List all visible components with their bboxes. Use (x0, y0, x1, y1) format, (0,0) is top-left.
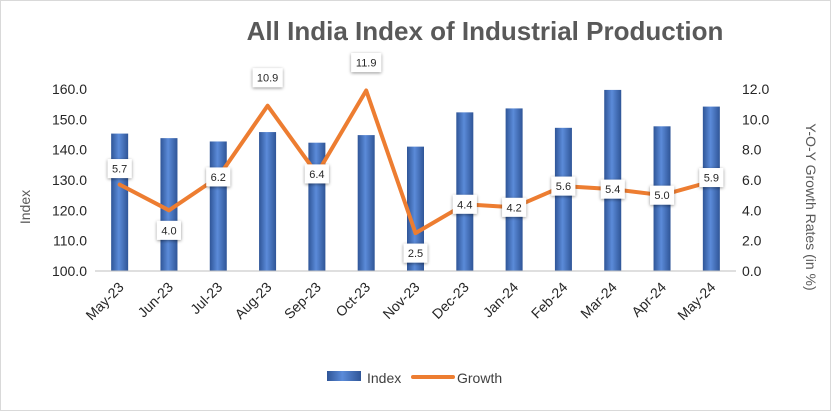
y2-tick-label: 4.0 (742, 202, 762, 218)
data-label-box (206, 167, 231, 187)
x-axis-labels: May-23 Jun-23 Jul-23 Aug-23 Sep-23 Oct-23 Nov-… (82, 279, 718, 323)
legend-index-label: Index (367, 370, 401, 386)
growth-data-label: 5.6 (556, 181, 571, 193)
right-axis-ticks: 0.0 2.0 4.0 6.0 8.0 10.0 12.0 (742, 81, 769, 279)
x-tick-label: Sep-23 (281, 279, 324, 322)
y-tick-label: 110.0 (53, 233, 87, 249)
index-bar (702, 106, 720, 272)
growth-data-label: 10.9 (257, 73, 278, 85)
index-bar (554, 127, 572, 272)
data-label-box (452, 194, 477, 214)
y-tick-label: 130.0 (52, 172, 87, 188)
index-bar (407, 146, 424, 271)
data-label-box (699, 168, 724, 188)
growth-data-label: 4.4 (457, 199, 472, 211)
y-tick-label: 120.0 (52, 202, 87, 218)
growth-data-label: 5.0 (654, 190, 669, 202)
x-tick-label: Oct-23 (332, 279, 373, 320)
y2-tick-label: 6.0 (742, 172, 762, 188)
y-axis-title: Index (17, 190, 33, 224)
x-tick-label: Jul-23 (187, 279, 225, 317)
y-tick-label: 160.0 (52, 81, 87, 97)
x-tick-label: Dec-23 (429, 279, 472, 322)
index-bar (456, 112, 474, 272)
x-tick-label: Feb-24 (528, 279, 571, 322)
y2-tick-label: 0.0 (742, 263, 762, 279)
index-bar (357, 135, 375, 271)
growth-data-label: 4.0 (161, 225, 176, 237)
data-label-box (600, 179, 625, 199)
x-tick-label: Aug-23 (231, 279, 274, 322)
index-bar (209, 141, 227, 271)
growth-data-label: 5.9 (704, 173, 719, 185)
y2-axis-title: Y-O-Y Growth Rates (in %) (803, 123, 819, 290)
x-tick-label: Nov-23 (379, 279, 422, 322)
data-label-box (403, 243, 428, 263)
y2-tick-label: 8.0 (742, 142, 762, 158)
x-tick-label: Apr-24 (628, 279, 669, 320)
data-label-box (551, 176, 576, 196)
index-bar (259, 132, 277, 271)
chart-title: All India Index of Industrial Production (247, 16, 724, 46)
y-tick-label: 100.0 (52, 263, 87, 279)
legend-growth-label: Growth (457, 370, 502, 386)
legend: Index Growth (327, 370, 502, 386)
data-label-box (252, 68, 283, 88)
y-tick-label: 150.0 (52, 111, 87, 127)
growth-data-label: 5.7 (112, 164, 127, 176)
growth-data-label: 4.2 (506, 202, 521, 214)
x-tick-label: Jun-23 (134, 279, 176, 321)
x-tick-label: Mar-24 (577, 279, 620, 322)
data-label-box (107, 159, 132, 179)
data-label-box (304, 164, 329, 184)
growth-data-label: 6.4 (309, 169, 324, 181)
index-bar (505, 108, 523, 271)
index-bar (111, 133, 129, 271)
x-tick-label: May-24 (674, 279, 718, 323)
y2-tick-label: 12.0 (742, 81, 769, 97)
left-axis-ticks: 100.0 110.0 120.0 130.0 140.0 150.0 160.0 (52, 81, 87, 279)
growth-data-label: 2.5 (408, 248, 423, 260)
data-label-box (502, 197, 527, 217)
legend-index-swatch (327, 371, 361, 381)
growth-data-labels: 5.7 4.0 6.2 10.9 6.4 11.9 2.5 4.4 4.2 5.6 5.4 5.0 5.… (107, 53, 724, 263)
y-tick-label: 140.0 (52, 142, 87, 158)
x-tick-label: May-23 (82, 279, 126, 323)
y2-tick-label: 2.0 (742, 233, 762, 249)
x-tick-label: Jan-24 (480, 279, 522, 321)
bar-series-index (111, 89, 720, 272)
growth-data-label: 6.2 (211, 172, 226, 184)
data-label-box (650, 185, 675, 205)
growth-data-label: 11.9 (356, 58, 377, 70)
y2-tick-label: 10.0 (742, 111, 769, 127)
growth-data-label: 5.4 (605, 184, 620, 196)
data-label-box (156, 220, 181, 240)
data-label-box (351, 53, 382, 73)
